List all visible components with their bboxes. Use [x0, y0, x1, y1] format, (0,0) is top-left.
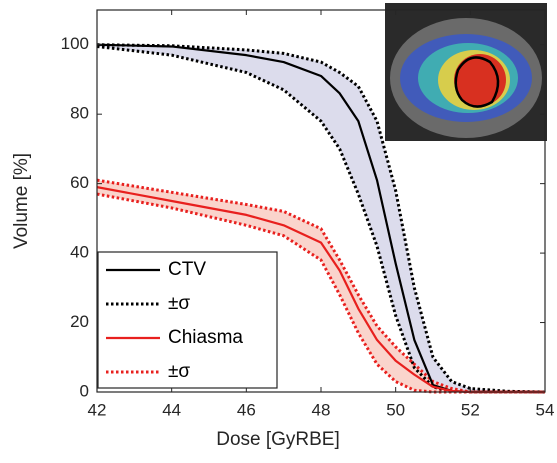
y-tick-label: 60 — [70, 173, 89, 192]
y-tick-label: 80 — [70, 104, 89, 123]
series-line — [96, 43, 546, 394]
y-tick-label: 40 — [70, 243, 89, 262]
sigma-band — [97, 44, 545, 393]
y-axis-label: Volume [%] — [11, 153, 32, 249]
x-tick-label: 46 — [237, 400, 256, 419]
y-tick-label: 0 — [80, 381, 89, 400]
inset-contour — [454, 56, 500, 108]
legend-label: CTV — [168, 259, 206, 280]
legend-label: ±σ — [168, 293, 190, 314]
x-tick-label: 54 — [536, 400, 555, 419]
x-tick-label: 44 — [162, 400, 181, 419]
legend-label: Chiasma — [168, 327, 243, 348]
y-tick-label: 100 — [61, 34, 89, 53]
legend-label: ±σ — [168, 361, 190, 382]
inset-image — [385, 3, 547, 141]
x-tick-label: 52 — [461, 400, 480, 419]
x-tick-label: 48 — [312, 400, 331, 419]
legend-box — [97, 251, 278, 389]
y-tick-label: 20 — [70, 312, 89, 331]
x-tick-label: 42 — [88, 400, 107, 419]
x-tick-label: 50 — [386, 400, 405, 419]
x-axis-label: Dose [GyRBE] — [216, 429, 340, 450]
